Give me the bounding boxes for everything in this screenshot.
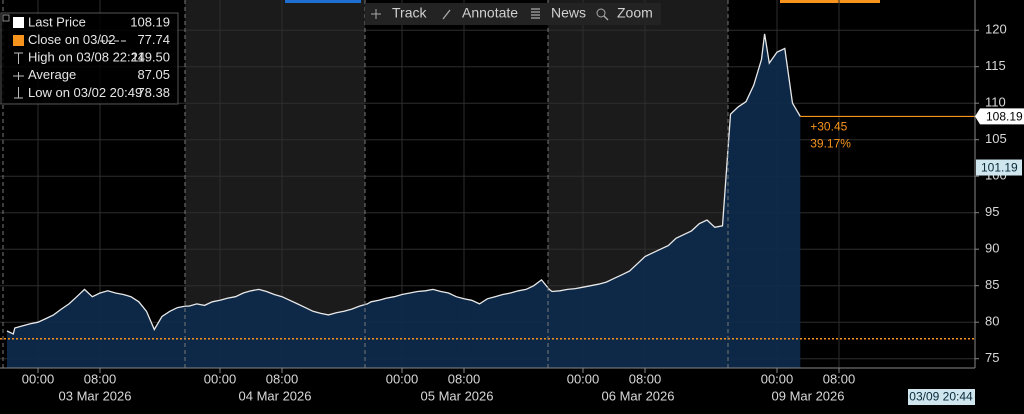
legend-value: 77.74 — [137, 32, 170, 47]
x-tick-label: 08:00 — [266, 371, 299, 386]
legend-value: 78.38 — [137, 85, 170, 100]
legend-value: 119.50 — [131, 50, 170, 65]
change-annotation: +30.45 — [810, 120, 847, 134]
legend-name: High on 03/08 22:24 — [28, 50, 145, 65]
timestamp: 03/09 20:44 — [909, 390, 973, 404]
change-annotation-percent: 39.17% — [810, 137, 851, 151]
y-tick-label: 85 — [985, 277, 999, 292]
x-tick-label: 00:00 — [386, 371, 419, 386]
news-button[interactable]: News — [531, 5, 586, 21]
x-tick-label: 00:00 — [204, 371, 237, 386]
legend-icon — [14, 52, 23, 64]
axis-marker-tag — [976, 159, 1022, 176]
legend-name: Last Price — [28, 14, 86, 29]
y-tick-label: 110 — [985, 95, 1006, 110]
x-tick-label: 00:00 — [22, 371, 55, 386]
price-area — [7, 33, 801, 369]
news-icon — [531, 8, 540, 19]
timestamp-box — [908, 389, 975, 405]
legend-name: Average — [28, 67, 76, 82]
y-tick-label: 115 — [985, 58, 1006, 73]
tab-indicator — [780, 0, 880, 3]
x-tick-label: 08:00 — [823, 371, 856, 386]
zoom-button[interactable]: Zoom — [596, 5, 653, 21]
track-icon — [371, 9, 381, 19]
day-label: 06 Mar 2026 — [602, 388, 675, 403]
last-price-tag-label: 108.19 — [986, 110, 1023, 124]
y-tick-label: 80 — [985, 314, 999, 329]
price-line — [6, 33, 801, 335]
zoom-icon — [603, 15, 609, 21]
plot: +30.45 39.17% — [0, 33, 975, 369]
legend-icon — [14, 87, 23, 99]
last-price-tag — [975, 108, 1024, 125]
legend-swatch — [13, 35, 24, 46]
session-dividers — [2, 0, 729, 368]
legend-icon — [13, 72, 24, 80]
toolbar-label[interactable]: Zoom — [617, 5, 653, 21]
day-label: 04 Mar 2026 — [239, 388, 312, 403]
toolbar-label[interactable]: Annotate — [462, 5, 518, 21]
x-tick-label: 08:00 — [84, 371, 117, 386]
annotate-button[interactable]: Annotate — [442, 5, 518, 21]
legend: Last Price 108.19 Close on 03/02 77.74 High … — [0, 12, 179, 105]
legend-value: 108.19 — [130, 14, 170, 29]
x-tick-label: 00:00 — [567, 371, 600, 386]
y-tick-label: 95 — [985, 204, 999, 219]
track-button[interactable]: Track — [371, 5, 427, 21]
annotate-icon — [442, 9, 451, 20]
axes: 758085909510010511011512000:0008:0000:00… — [22, 22, 1024, 405]
day-label: 03 Mar 2026 — [59, 388, 132, 403]
legend-value: 87.05 — [137, 67, 170, 82]
legend-collapse[interactable] — [2, 14, 10, 22]
y-tick-label: 75 — [985, 350, 999, 365]
y-tick-label: 105 — [985, 131, 1007, 146]
toolbar-label[interactable]: News — [551, 5, 586, 21]
tab-indicator — [285, 0, 361, 3]
day-label: 05 Mar 2026 — [421, 388, 494, 403]
y-tick-label: 90 — [985, 241, 999, 256]
legend-name: Close on 03/02 — [28, 32, 115, 47]
x-tick-label: 08:00 — [448, 371, 481, 386]
toolbar: Track Annotate News Zoom — [365, 3, 661, 25]
zoom-icon — [596, 8, 606, 18]
x-tick-label: 08:00 — [629, 371, 662, 386]
axis-marker-label: 101.19 — [981, 161, 1018, 175]
toolbar-background — [365, 3, 661, 25]
day-label: 09 Mar 2026 — [772, 388, 845, 403]
y-tick-label: 120 — [985, 22, 1007, 37]
legend-box — [0, 12, 179, 105]
toolbar-label[interactable]: Track — [392, 5, 427, 21]
legend-swatch — [13, 17, 24, 28]
legend-name: Low on 03/02 20:49 — [28, 85, 142, 100]
x-tick-label: 00:00 — [761, 371, 794, 386]
